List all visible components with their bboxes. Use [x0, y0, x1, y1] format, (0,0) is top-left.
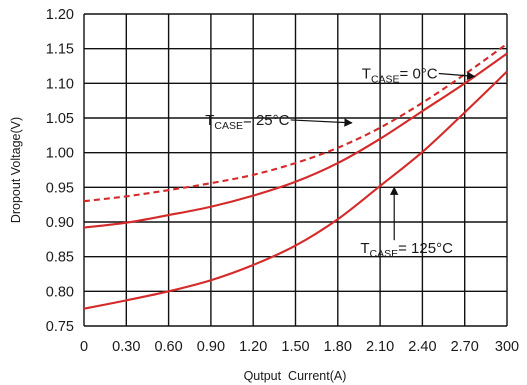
annotation-suffix: = 125°C	[398, 240, 453, 257]
x-tick-label: 0.60	[154, 339, 182, 355]
y-tick-label: 1.00	[46, 146, 74, 162]
x-tick-label: 0	[80, 339, 88, 355]
y-tick-label: 0.90	[46, 215, 74, 231]
x-tick-label: 2.40	[408, 339, 436, 355]
x-tick-label: 2.70	[451, 339, 479, 355]
y-tick-label: 1.10	[46, 76, 74, 92]
annotation-prefix: T	[360, 240, 369, 257]
series-group	[83, 42, 508, 310]
annotation-subscript: CASE	[371, 73, 400, 85]
x-tick-label: 0.30	[112, 339, 140, 355]
y-tick-labels: 0.75 0.80 0.85 0.90 0.95 1.00 1.05 1.10 1.15 1.20	[46, 7, 74, 335]
x-tick-label: 1.80	[324, 339, 352, 355]
annotation-prefix: T	[362, 65, 371, 82]
annotation-suffix: = 0°C	[400, 65, 438, 82]
series-line-t25	[83, 52, 508, 229]
x-axis-title: Qutput Current(A)	[244, 369, 347, 383]
x-tick-label: 300	[495, 339, 519, 355]
annotation-t0: TCASE= 0°C	[362, 65, 438, 85]
y-tick-label: 0.95	[46, 180, 74, 196]
annotation-arrow-t0	[438, 71, 476, 80]
y-tick-label: 0.80	[46, 284, 74, 300]
series-line-t125	[83, 70, 508, 310]
x-tick-label: 0.90	[197, 339, 225, 355]
annotation-t25: TCASE= 25°C	[205, 112, 289, 132]
y-tick-label: 1.15	[46, 42, 74, 58]
y-tick-label: 0.75	[46, 319, 74, 335]
y-tick-label: 1.20	[46, 7, 74, 23]
annotation-suffix: = 25°C	[243, 112, 290, 129]
y-tick-label: 0.85	[46, 250, 74, 266]
annotation-subscript: CASE	[370, 248, 399, 260]
y-tick-label: 1.05	[46, 111, 74, 127]
y-axis-title: Dropout Voltage(V)	[9, 117, 23, 223]
annotation-t125: TCASE= 125°C	[360, 240, 453, 260]
grid	[83, 13, 508, 327]
annotation-subscript: CASE	[214, 120, 243, 132]
x-tick-label: 1.50	[281, 339, 309, 355]
annotation-arrow-t25	[290, 118, 353, 127]
x-tick-labels: 0 0.30 0.60 0.90 1.20 1.50 1.80 2.10 2.40 2.70 300	[80, 339, 519, 355]
x-tick-label: 2.10	[366, 339, 394, 355]
annotation-prefix: T	[205, 112, 214, 129]
series-line-t0	[83, 42, 508, 203]
x-tick-label: 1.20	[239, 339, 267, 355]
